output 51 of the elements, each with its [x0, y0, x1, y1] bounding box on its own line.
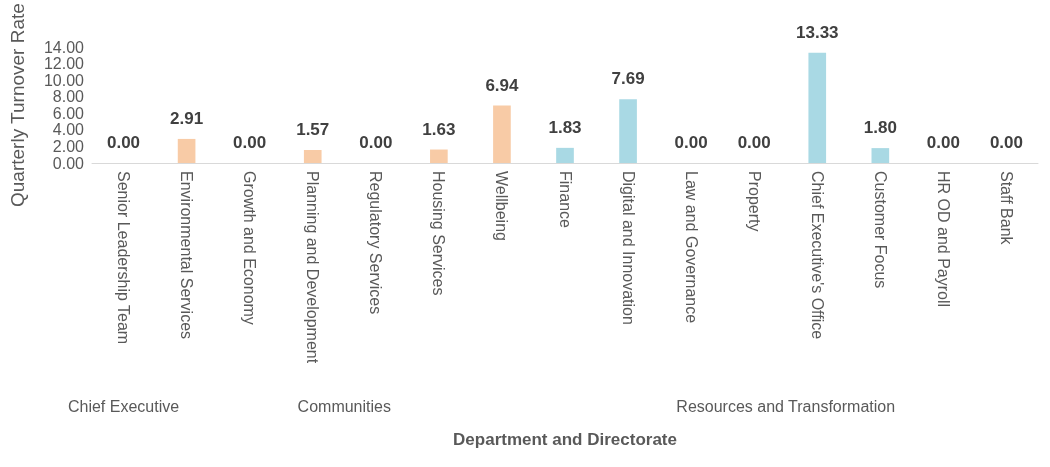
- x-tick-label: Regulatory Services: [367, 171, 385, 315]
- data-label: 6.94: [485, 75, 520, 95]
- bar: [871, 148, 890, 163]
- x-tick-label: Finance: [556, 171, 574, 229]
- data-label: 0.00: [674, 133, 708, 152]
- x-tick-label: Housing Services: [430, 171, 448, 296]
- x-tick-label: Law and Governance: [682, 171, 700, 324]
- data-label: 2.91: [170, 108, 204, 128]
- x-tick-label: Chief Executive's Office: [808, 171, 826, 340]
- x-tick-label: Digital and Innovation: [619, 171, 637, 325]
- x-tick-label: Staff Bank: [997, 171, 1015, 246]
- x-axis-title: Department and Directorate: [453, 430, 677, 449]
- bar: [177, 138, 196, 163]
- y-tick-label: 6.00: [52, 104, 85, 122]
- bar: [619, 99, 637, 163]
- y-axis-title: Quarterly Turnover Rate: [7, 3, 28, 207]
- text: Chief Executive: [67, 397, 180, 415]
- bar: [430, 149, 448, 163]
- x-tick-label: Property: [745, 171, 763, 232]
- x-tick-label: HR OD and Payroll: [934, 171, 952, 308]
- y-tick-label: 2.00: [52, 137, 85, 155]
- x-tick-label: Planning and Development: [304, 171, 322, 364]
- data-label: 0.00: [989, 133, 1024, 152]
- data-label: 0.00: [926, 133, 960, 152]
- data-label: 0.00: [359, 133, 393, 152]
- data-label: 13.33: [795, 22, 839, 42]
- text: Communities: [297, 397, 391, 415]
- y-tick-label: 12.00: [43, 55, 85, 73]
- data-label: 0.00: [106, 133, 141, 152]
- bar: [808, 52, 827, 163]
- x-tick-label: Senior Leadership Team: [115, 171, 133, 345]
- text: Resources and Transformation: [676, 397, 896, 415]
- y-tick-label: 8.00: [52, 88, 85, 106]
- y-tick-label: 14.00: [43, 38, 85, 56]
- data-label: 1.63: [422, 119, 456, 139]
- y-tick-label: 10.00: [43, 71, 85, 89]
- data-label: 7.69: [611, 69, 645, 89]
- y-tick-label: 4.00: [52, 121, 85, 139]
- bar: [493, 105, 511, 163]
- data-label: 1.83: [548, 117, 582, 137]
- x-tick-label: Customer Focus: [871, 171, 889, 289]
- data-label: 0.00: [233, 133, 267, 152]
- data-label: 1.57: [296, 120, 330, 140]
- data-label: 0.00: [737, 133, 771, 152]
- x-tick-label: Environmental Services: [178, 171, 196, 340]
- x-tick-label: Growth and Economy: [241, 171, 259, 325]
- y-tick-label: 0.00: [52, 154, 85, 172]
- data-label: 1.80: [863, 118, 897, 138]
- bar: [303, 150, 322, 163]
- x-tick-label: Wellbeing: [493, 171, 511, 241]
- bar: [556, 147, 574, 163]
